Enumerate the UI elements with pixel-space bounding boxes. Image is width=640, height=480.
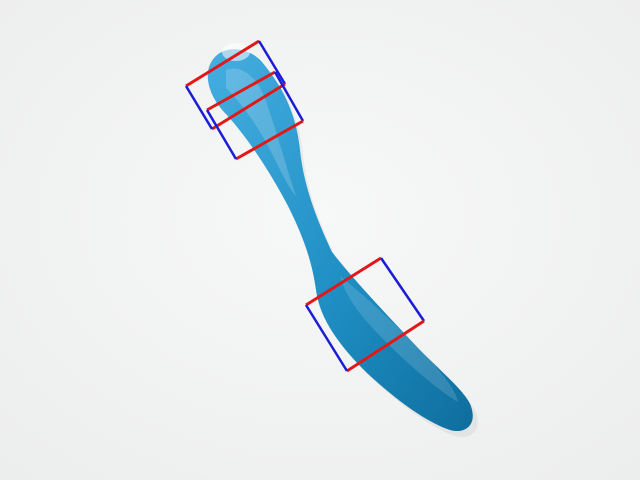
grasp-edge-red xyxy=(206,70,276,112)
grasp-edge-red xyxy=(185,39,260,88)
grasp-edge-red xyxy=(235,119,304,161)
grasp-edge-blue xyxy=(184,85,214,130)
grasp-edge-red xyxy=(305,256,382,307)
grasp-edge-blue xyxy=(379,257,426,322)
grasp-rectangle xyxy=(205,70,305,161)
grasp-edge-blue xyxy=(257,40,287,85)
grasp-edge-blue xyxy=(205,109,238,160)
knife-body xyxy=(207,49,473,432)
grasp-rectangle xyxy=(304,256,426,373)
grasp-edge-blue xyxy=(304,304,349,372)
grasp-rectangle xyxy=(184,39,287,131)
handle-tip-glare xyxy=(222,43,250,61)
grasp-edge-red xyxy=(211,82,286,131)
grasp-edge-red xyxy=(346,319,425,373)
grasp-edge-blue xyxy=(273,71,305,122)
knife-highlight xyxy=(226,68,296,196)
